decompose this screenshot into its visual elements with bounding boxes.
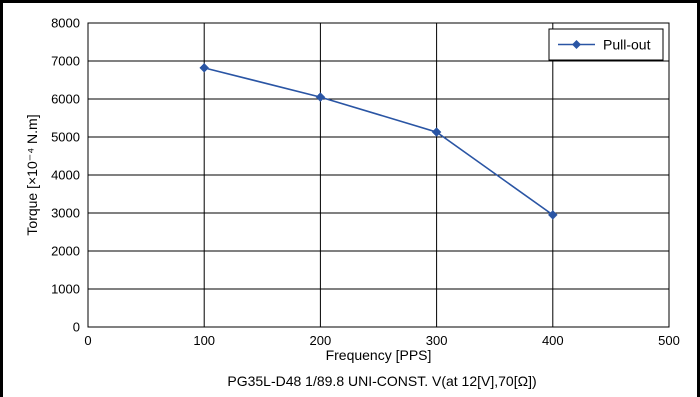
x-tick-label: 200 (310, 333, 332, 348)
x-tick-label: 500 (658, 333, 680, 348)
y-tick-label: 5000 (51, 130, 80, 145)
grid-lines (87, 22, 670, 328)
y-tick-label: 0 (73, 320, 80, 335)
data-point (431, 127, 442, 137)
plot-area (87, 22, 670, 328)
legend: Pull-out (548, 28, 664, 61)
data-point (315, 92, 326, 102)
x-tick-labels: 0 100 200 300 400 500 (84, 333, 679, 348)
y-tick-label: 7000 (51, 54, 80, 69)
y-tick-label: 3000 (51, 206, 80, 221)
y-tick-label: 8000 (51, 16, 80, 31)
series-line-pull-out (204, 67, 554, 216)
legend-label: Pull-out (603, 37, 651, 53)
x-axis-title: Frequency [PPS] (326, 347, 432, 363)
data-point (547, 210, 558, 220)
x-tick-label: 100 (193, 333, 215, 348)
chart-caption: PG35L-D48 1/89.8 UNI-CONST. V(at 12[V],7… (227, 373, 536, 389)
y-axis-title: Torque [×10⁻⁴ N.m] (24, 114, 40, 235)
y-tick-label: 6000 (51, 92, 80, 107)
y-tick-labels: 0 1000 2000 3000 4000 5000 6000 7000 8000 (51, 16, 80, 335)
y-tick-label: 1000 (51, 282, 80, 297)
y-tick-label: 2000 (51, 244, 80, 259)
x-tick-label: 300 (426, 333, 448, 348)
data-point (199, 62, 210, 73)
x-tick-label: 0 (84, 333, 91, 348)
y-tick-label: 4000 (51, 168, 80, 183)
x-tick-label: 400 (542, 333, 564, 348)
legend-marker (572, 40, 581, 49)
series-layer (199, 62, 558, 220)
